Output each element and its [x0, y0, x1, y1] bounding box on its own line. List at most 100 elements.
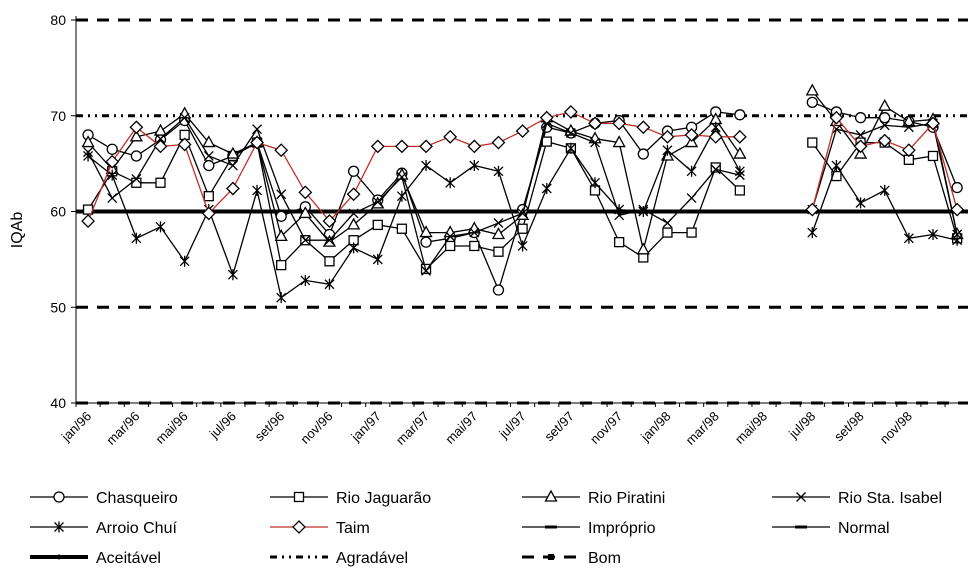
data-point-taim [926, 116, 940, 131]
data-point-arroio-chu- [590, 177, 600, 189]
data-point-rio-piratini [153, 123, 168, 136]
data-point-chasqueiro [879, 112, 891, 124]
data-point-taim [877, 133, 892, 148]
data-point-rio-sta-isabel [179, 112, 190, 123]
data-point-rio-sta-isabel [372, 196, 383, 207]
data-point-chasqueiro [106, 143, 118, 155]
data-point-arroio-chu- [903, 232, 914, 244]
data-point-rio-piratini [733, 146, 747, 159]
data-point-taim [612, 116, 627, 131]
data-point-rio-piratini [274, 229, 288, 242]
data-point-rio-piratini [81, 135, 95, 148]
axes: 40 50 60 70 80 jan/96 mar/96 mai/96 jul/96 set/96… [50, 12, 968, 448]
data-point-rio-jaguar-o [734, 185, 746, 196]
legend-label-taim: Taim [336, 520, 370, 537]
x-tick-label: jan/98 [637, 409, 673, 445]
data-point-rio-jaguar-o [372, 219, 383, 231]
data-point-rio-sta-isabel [710, 164, 721, 175]
data-point-rio-piratini [419, 225, 433, 238]
data-point-arroio-chu- [541, 183, 552, 195]
legend-label-agrad-vel: Agradável [336, 550, 408, 567]
legend-marker-rio-sta-isabel [796, 492, 806, 502]
legend-label-normal: Normal [838, 520, 890, 537]
data-point-arroio-chu- [107, 169, 118, 181]
x-tick-label: mar/96 [103, 409, 142, 448]
y-axis-label: IQAb [9, 212, 26, 249]
data-point-arroio-chu- [686, 165, 697, 177]
data-point-chasqueiro [347, 165, 360, 177]
data-point-rio-sta-isabel [252, 124, 263, 135]
data-point-rio-sta-isabel [469, 227, 480, 238]
x-tick-label: jul/96 [206, 409, 239, 442]
data-point-rio-piratini [129, 129, 143, 142]
data-point-rio-jaguar-o [517, 223, 528, 234]
data-point-rio-piratini [298, 206, 312, 219]
data-point-arroio-chu- [396, 190, 407, 202]
legend-item-rio-sta-isabel: Rio Sta. Isabel [772, 490, 942, 507]
legend-marker-rio-jaguar-o [293, 491, 305, 503]
legend-item-arroio-chu-: Arroio Chuí [30, 520, 177, 537]
legend-label-arroio-chu-: Arroio Chuí [96, 520, 177, 537]
data-point-rio-jaguar-o [927, 150, 939, 162]
data-point-arroio-chu- [517, 240, 528, 252]
x-tick-label: set/98 [831, 409, 867, 445]
data-point-chasqueiro [203, 159, 215, 172]
data-point-taim [298, 185, 313, 200]
data-point-rio-sta-isabel [348, 208, 359, 219]
data-point-chasqueiro [492, 284, 505, 296]
data-point-taim [467, 139, 482, 154]
data-point-rio-sta-isabel [855, 129, 866, 140]
data-point-rio-jaguar-o [614, 236, 625, 248]
data-point-taim [105, 154, 120, 169]
data-point-chasqueiro [637, 148, 649, 160]
data-point-taim [153, 139, 168, 154]
data-point-taim [274, 143, 289, 158]
data-point-rio-jaguar-o [324, 256, 335, 267]
data-point-rio-piratini [491, 227, 506, 240]
data-point-arroio-chu- [276, 292, 287, 304]
data-point-taim [443, 129, 458, 144]
data-point-rio-jaguar-o [807, 137, 818, 148]
x-tick-label: jul/98 [785, 409, 818, 442]
legend-marker-chasqueiro [53, 491, 65, 503]
data-point-rio-sta-isabel [879, 120, 890, 131]
data-point-rio-sta-isabel [662, 218, 673, 228]
data-point-rio-jaguar-o [493, 246, 504, 257]
x-tick-label: jan/97 [348, 409, 384, 445]
data-point-rio-piratini [902, 114, 916, 127]
data-point-taim [419, 139, 433, 154]
data-point-rio-sta-isabel [227, 160, 238, 171]
x-tick-label: nov/97 [587, 409, 625, 447]
data-point-rio-sta-isabel [421, 265, 432, 276]
data-point-rio-jaguar-o [276, 259, 287, 271]
data-point-taim [81, 214, 95, 228]
data-point-rio-piratini [878, 98, 892, 111]
legend: Chasqueiro Rio Jaguarão Rio Piratini Rio St… [30, 489, 942, 567]
data-point-chasqueiro [806, 96, 818, 108]
data-point-arroio-chu- [493, 165, 504, 177]
data-point-rio-sta-isabel [276, 189, 287, 200]
x-tick-label: mai/97 [442, 409, 480, 447]
data-point-arroio-chu- [807, 227, 818, 239]
legend-item-bom: Bom [522, 550, 621, 567]
data-point-taim [901, 143, 916, 158]
data-point-taim [370, 139, 385, 154]
x-tick-label: mai/96 [153, 409, 191, 447]
data-point-rio-sta-isabel [590, 137, 600, 148]
data-point-rio-sta-isabel [131, 173, 142, 184]
data-point-arroio-chu- [445, 177, 456, 189]
data-point-rio-sta-isabel [445, 231, 456, 242]
data-point-chasqueiro [951, 181, 963, 194]
data-point-taim [708, 129, 723, 144]
legend-label-rio-jaguar-o: Rio Jaguarão [336, 490, 431, 507]
legend-label-chasqueiro: Chasqueiro [96, 490, 178, 507]
data-point-rio-jaguar-o [396, 223, 408, 234]
data-point-rio-sta-isabel [324, 235, 335, 246]
data-point-taim [563, 105, 578, 119]
data-point-arroio-chu- [421, 160, 432, 172]
data-point-rio-piratini [226, 146, 240, 159]
data-point-rio-jaguar-o [710, 162, 721, 173]
data-point-taim [660, 129, 675, 144]
data-point-taim [829, 110, 844, 125]
